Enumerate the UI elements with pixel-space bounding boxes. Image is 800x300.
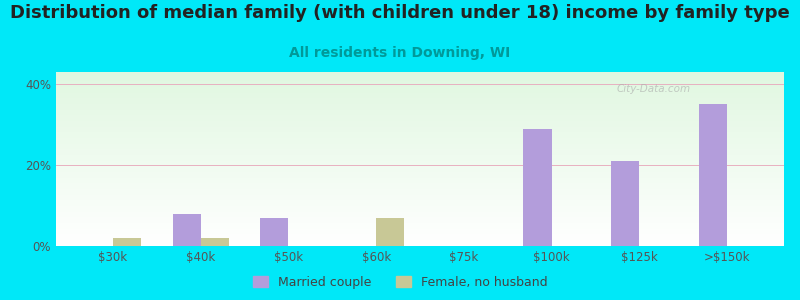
Bar <box>699 104 727 246</box>
Text: All residents in Downing, WI: All residents in Downing, WI <box>290 46 510 61</box>
Bar <box>113 238 141 246</box>
Bar <box>523 129 551 246</box>
Bar <box>173 214 201 246</box>
Bar <box>611 161 639 246</box>
Bar <box>376 218 404 246</box>
Text: City-Data.com: City-Data.com <box>617 84 690 94</box>
Text: Distribution of median family (with children under 18) income by family type: Distribution of median family (with chil… <box>10 4 790 22</box>
Bar <box>260 218 289 246</box>
Legend: Married couple, Female, no husband: Married couple, Female, no husband <box>247 271 553 294</box>
Bar <box>201 238 229 246</box>
